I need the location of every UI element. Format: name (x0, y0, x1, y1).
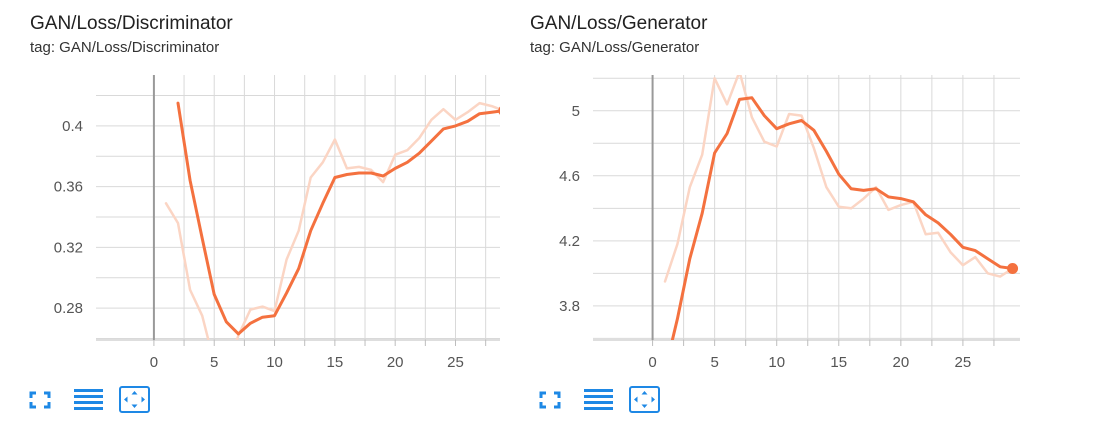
fullscreen-icon (29, 391, 51, 409)
chart-title: GAN/Loss/Generator (530, 13, 708, 34)
fullscreen-button[interactable] (538, 384, 572, 416)
chart-tag: tag: GAN/Loss/Generator (530, 39, 700, 56)
y-tick-label: 0.32 (54, 239, 83, 256)
x-tick-label: 15 (327, 354, 344, 371)
toggle-log-scale-icon (74, 389, 103, 410)
x-tick-label: 25 (955, 354, 972, 371)
toggle-log-scale-button[interactable] (582, 384, 616, 416)
toggle-log-scale-button[interactable] (72, 384, 106, 416)
fit-domain-icon (629, 386, 660, 413)
smoothed-series-line (670, 96, 1015, 340)
discriminator-card: GAN/Loss/Discriminator tag: GAN/Loss/Dis… (0, 0, 500, 433)
chart-tag: tag: GAN/Loss/Discriminator (30, 39, 220, 56)
x-tick-label: 20 (387, 354, 404, 371)
y-tick-label: 0.28 (54, 300, 83, 317)
y-tick-label: 5 (572, 103, 580, 120)
x-tick-label: 0 (648, 354, 656, 371)
series-end-point (498, 106, 500, 115)
x-tick-label: 15 (830, 354, 847, 371)
raw-series-line (164, 101, 500, 340)
fit-domain-button[interactable] (118, 384, 152, 416)
fit-domain-icon (119, 386, 150, 413)
fullscreen-button[interactable] (28, 384, 62, 416)
x-tick-label: 10 (768, 354, 785, 371)
x-tick-label: 20 (892, 354, 909, 371)
x-tick-label: 10 (266, 354, 283, 371)
chart-title: GAN/Loss/Discriminator (30, 13, 233, 34)
fit-domain-button[interactable] (628, 384, 662, 416)
x-tick-label: 5 (710, 354, 718, 371)
series-end-point (1007, 262, 1019, 274)
x-tick-label: 0 (150, 354, 158, 371)
generator-chart[interactable]: 0 5 10 15 20 25 3.8 4.2 4.6 5 (500, 0, 1020, 433)
fullscreen-icon (539, 391, 561, 409)
discriminator-chart[interactable]: 0 5 10 15 20 25 0.28 0.32 0.36 0.4 (0, 0, 500, 433)
y-tick-label: 0.36 (54, 179, 83, 196)
grid (593, 75, 1020, 340)
x-tick-label: 25 (447, 354, 464, 371)
x-tick-label: 5 (210, 354, 218, 371)
chart-toolbar (528, 384, 668, 416)
raw-series-line (663, 75, 1014, 283)
y-tick-label: 4.6 (559, 168, 580, 185)
y-tick-label: 0.4 (62, 118, 83, 135)
grid (96, 75, 500, 340)
chart-toolbar (28, 384, 168, 416)
smoothed-series-line (176, 101, 500, 336)
y-tick-label: 3.8 (559, 298, 580, 315)
y-tick-label: 4.2 (559, 233, 580, 250)
generator-card: GAN/Loss/Generator tag: GAN/Loss/Generat… (500, 0, 1020, 433)
toggle-log-scale-icon (584, 389, 613, 410)
